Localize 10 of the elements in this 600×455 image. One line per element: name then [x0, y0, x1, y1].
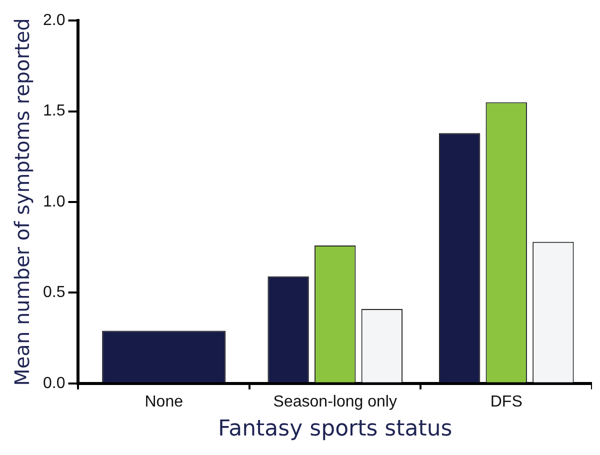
x-tick-label: DFS [490, 393, 522, 410]
y-tick-label: 2.0 [42, 12, 66, 30]
y-tick-label: 0.5 [42, 284, 66, 302]
y-tick-label: 1.5 [42, 102, 66, 120]
y-axis-title: Mean number of symptoms reported [10, 18, 34, 386]
x-axis-title: Fantasy sports status [218, 416, 452, 442]
y-tick-label: 0.0 [42, 374, 66, 392]
y-tick-label: 1.0 [42, 193, 66, 210]
x-tick-label: Season-long only [273, 393, 397, 410]
x-tick-label: None [144, 393, 184, 410]
